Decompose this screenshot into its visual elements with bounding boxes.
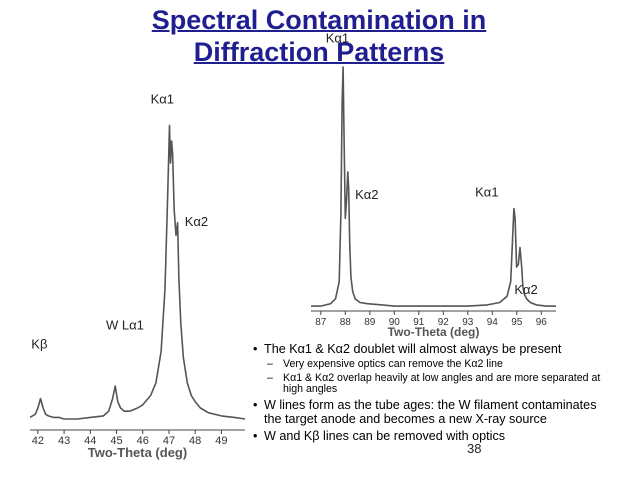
x-tick-label: 96	[536, 317, 548, 328]
x-axis-label: Two-Theta (deg)	[388, 325, 480, 339]
x-tick-label: 93	[462, 317, 474, 328]
right-diffraction-chart: 87 88 89 90 91 92 93 94 95 96 Two-Theta (deg) Kα1 Kα…	[300, 0, 560, 345]
x-axis-label: Two-Theta (deg)	[88, 445, 187, 460]
x-tick-label: 44	[84, 435, 96, 447]
x-tick-label: 91	[413, 317, 425, 328]
x-tick-label: 45	[110, 435, 122, 447]
diffraction-pattern-line	[311, 66, 556, 307]
x-tick-label: 42	[32, 435, 44, 447]
left-chart-svg: 42 43 44 45 46 47 48 49 Two-Theta (deg) Kα1 Kα2 W L…	[29, 91, 246, 460]
x-tick-label: 88	[340, 317, 352, 328]
slide-title-line-2: Diffraction Patterns	[193, 37, 445, 67]
left-diffraction-chart: 42 43 44 45 46 47 48 49 Two-Theta (deg) Kα1 Kα2 W L…	[0, 0, 250, 479]
x-tick-label: 46	[137, 435, 149, 447]
peak-label: Kβ	[31, 336, 47, 351]
x-tick-label: 94	[487, 317, 499, 328]
x-tick-label: 95	[511, 317, 523, 328]
peak-label: Kα2	[355, 187, 378, 202]
slide-title-line-1: Spectral Contamination in	[151, 5, 487, 35]
peak-label: Kα1	[151, 91, 174, 106]
x-tick-label: 90	[389, 317, 401, 328]
page-number: 38	[467, 441, 482, 456]
peak-label: W Lα1	[106, 318, 144, 333]
sub-bullet-optics: Very expensive optics can remove the Kα2…	[253, 359, 613, 371]
right-chart-svg: 87 88 89 90 91 92 93 94 95 96 Two-Theta (deg) Kα1 Kα…	[311, 31, 556, 339]
x-tick-label: 92	[438, 317, 450, 328]
bullet-doublet: The Kα1 & Kα2 doublet will almost always…	[253, 342, 613, 356]
peak-label: Kα2	[185, 214, 208, 229]
bullet-removal: W and Kβ lines can be removed with optic…	[253, 429, 613, 443]
peak-label: Kα1	[326, 31, 349, 46]
x-tick-label: 89	[364, 317, 376, 328]
x-tick-label: 87	[315, 317, 327, 328]
x-tick-label: 49	[215, 435, 227, 447]
diffraction-pattern-line	[29, 124, 246, 420]
x-tick-label: 43	[58, 435, 70, 447]
slide-title: Spectral Contamination in Diffraction Pa…	[0, 4, 638, 68]
sub-bullet-overlap: Kα1 & Kα2 overlap heavily at low angles …	[253, 373, 613, 395]
bullet-list: The Kα1 & Kα2 doublet will almost always…	[253, 342, 613, 446]
peak-label: Kα2	[514, 282, 537, 297]
bullet-w-lines: W lines form as the tube ages: the W fil…	[253, 398, 613, 426]
peak-label: Kα1	[475, 184, 498, 199]
x-tick-label: 48	[189, 435, 201, 447]
x-tick-label: 47	[163, 435, 175, 447]
